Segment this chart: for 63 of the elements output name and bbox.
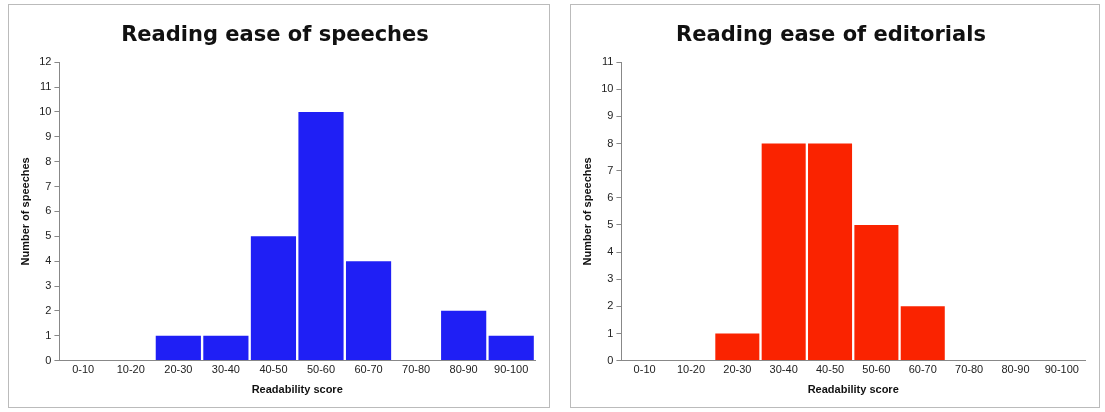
bar [761, 143, 806, 361]
y-tick-label: 1 [45, 328, 52, 341]
bar [854, 224, 899, 361]
y-tick-label: 10 [601, 82, 614, 95]
y-tick-label: 11 [602, 55, 614, 68]
bar [488, 335, 534, 361]
bar [155, 335, 201, 361]
y-axis-title: Number of speeches [580, 157, 593, 266]
bar [808, 143, 853, 361]
y-axis-title: Number of speeches [18, 157, 31, 266]
bar [715, 333, 760, 361]
x-tick-label: 40-50 [259, 363, 288, 376]
y-tick-label: 8 [607, 136, 614, 149]
y-tick-label: 2 [45, 303, 52, 316]
y-tick-label: 3 [45, 279, 52, 292]
y-tick-label: 0 [45, 353, 52, 366]
y-tick-label: 2 [607, 299, 614, 312]
x-tick-label: 0-10 [633, 363, 656, 376]
bar [298, 111, 344, 361]
y-tick-label: 5 [45, 229, 52, 242]
y-tick-label: 8 [45, 154, 52, 167]
bar [250, 236, 297, 361]
x-tick-label: 90-100 [1044, 363, 1079, 376]
bar [203, 335, 249, 361]
y-tick-label: 5 [607, 217, 614, 230]
x-tick-label: 60-70 [908, 363, 937, 376]
y-tick-label: 4 [45, 254, 52, 267]
x-axis-title: Readability score [807, 383, 899, 396]
y-tick-label: 7 [45, 179, 52, 192]
x-tick-label: 70-80 [402, 363, 431, 376]
x-tick-label: 70-80 [955, 363, 984, 376]
x-tick-label: 0-10 [72, 363, 95, 376]
y-tick-label: 7 [607, 163, 614, 176]
y-tick-label: 6 [607, 190, 614, 203]
x-tick-label: 90-100 [494, 363, 529, 376]
x-tick-label: 20-30 [723, 363, 752, 376]
y-tick-label: 6 [45, 204, 52, 217]
chart-title: Reading ease of speeches [121, 22, 429, 47]
bar [345, 261, 392, 361]
y-tick-label: 3 [607, 272, 614, 285]
x-tick-label: 50-60 [862, 363, 891, 376]
x-tick-label: 60-70 [354, 363, 383, 376]
y-tick-label: 0 [607, 353, 614, 366]
x-tick-label: 20-30 [164, 363, 193, 376]
x-tick-label: 30-40 [769, 363, 798, 376]
x-tick-label: 10-20 [116, 363, 145, 376]
x-axis-title: Readability score [251, 383, 343, 396]
x-tick-label: 30-40 [211, 363, 240, 376]
y-tick-label: 4 [607, 245, 614, 258]
x-tick-label: 10-20 [676, 363, 706, 376]
chart-title: Reading ease of editorials [676, 22, 986, 47]
x-tick-label: 80-90 [1001, 363, 1030, 376]
y-tick-label: 1 [607, 326, 614, 339]
x-tick-label: 50-60 [306, 363, 336, 376]
y-tick-label: 9 [607, 109, 614, 122]
y-tick-label: 10 [39, 104, 52, 117]
y-tick-label: 11 [40, 80, 52, 93]
y-tick-label: 9 [45, 129, 52, 142]
x-tick-label: 80-90 [449, 363, 478, 376]
bar [900, 306, 945, 361]
y-tick-label: 12 [39, 55, 52, 68]
x-tick-label: 40-50 [815, 363, 845, 376]
bar [441, 310, 487, 361]
